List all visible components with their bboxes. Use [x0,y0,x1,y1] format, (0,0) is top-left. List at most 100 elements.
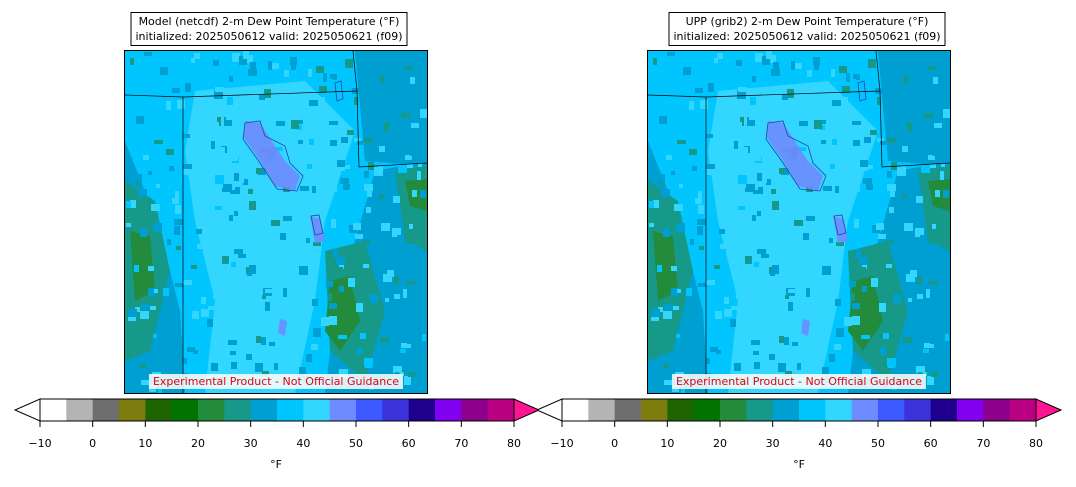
field-cell [741,147,748,156]
field-cell [234,249,243,254]
field-cell [262,108,266,117]
field-cell [197,249,203,253]
field-cell [863,178,872,184]
field-cell [906,198,911,205]
field-cell [196,229,202,234]
field-cell [222,256,228,263]
field-cell [290,57,297,65]
field-cell [201,297,206,304]
field-cell [364,138,373,143]
field-cell [165,296,171,301]
field-cell [333,249,338,258]
field-cell [414,268,420,273]
field-cell [663,311,672,319]
field-cell [745,256,751,263]
dewpoint-map[interactable]: Experimental Product - Not Official Guid… [124,50,428,394]
field-cell [821,277,829,284]
field-cell [935,190,940,197]
field-cell [671,288,679,296]
field-cell [177,100,185,109]
colorbar-segment [983,399,1011,421]
field-cell [932,352,938,360]
field-cell [916,366,925,373]
field-cell [345,59,353,68]
field-cell [344,165,350,169]
field-cell [191,58,195,63]
field-cell [708,83,714,92]
lake-outline [310,214,324,236]
field-cell [227,97,233,105]
field-cell [167,239,171,245]
title-line-2: initialized: 2025050612 valid: 202505062… [673,30,941,43]
field-cell [239,56,247,65]
field-cell [699,226,703,235]
field-cell [151,204,160,211]
field-cell [234,100,238,106]
field-cell [915,228,924,237]
field-cell [166,149,174,155]
field-cell [706,134,713,138]
field-cell [649,201,654,208]
field-cell [821,300,829,305]
field-cell [736,295,743,299]
field-cell [814,120,822,129]
field-cell [731,204,738,211]
field-cell [362,235,368,240]
field-cell [230,351,236,355]
field-cell [201,309,209,317]
field-cell [196,151,202,157]
field-cell [379,238,388,246]
dewpoint-map[interactable]: Experimental Product - Not Official Guid… [647,50,951,394]
field-cell [862,286,867,292]
field-cell [875,286,881,290]
field-cell [806,186,813,192]
field-cell [938,260,942,267]
title-line-1: UPP (grib2) 2-m Dew Point Temperature (°… [685,15,929,28]
field-cell [307,164,312,169]
field-cell [929,281,938,285]
field-cell [403,75,411,83]
field-cell [400,349,406,353]
field-cell [910,174,916,181]
field-cell [229,215,233,221]
field-cell [387,270,394,277]
field-cell [761,254,769,258]
field-cell [267,105,273,110]
field-cell [194,53,200,59]
colorbar-tick-label: −10 [28,437,52,450]
field-cell [148,306,156,310]
field-cell [743,198,750,202]
colorbar-tick-label: 60 [923,437,938,450]
field-cell [720,244,728,249]
field-cell [409,352,415,360]
field-cell [676,223,685,232]
field-cell [243,51,249,59]
field-cell [658,307,663,312]
field-cell [923,349,929,353]
field-cell [883,333,889,339]
colorbar-outline [39,398,515,422]
field-cell [887,358,896,367]
field-cell [416,128,424,132]
field-cell [908,298,912,302]
field-cell [810,163,819,168]
field-cell [797,323,805,332]
field-cell [852,121,861,125]
field-cell [890,190,895,197]
field-cell [747,117,755,126]
field-cell [229,157,238,161]
field-cell [740,117,744,126]
field-cell [677,140,686,144]
colorbar-segment [614,399,642,421]
field-cell [409,224,413,229]
field-cell [762,232,768,239]
field-cell [403,279,407,287]
field-cell [771,69,780,76]
field-cell [738,87,747,92]
field-cell [692,166,697,171]
colorbar-segment [277,399,304,421]
colorbar-segment [825,399,853,421]
field-cell [141,304,150,310]
field-cell [757,173,762,181]
field-cell [926,289,930,298]
